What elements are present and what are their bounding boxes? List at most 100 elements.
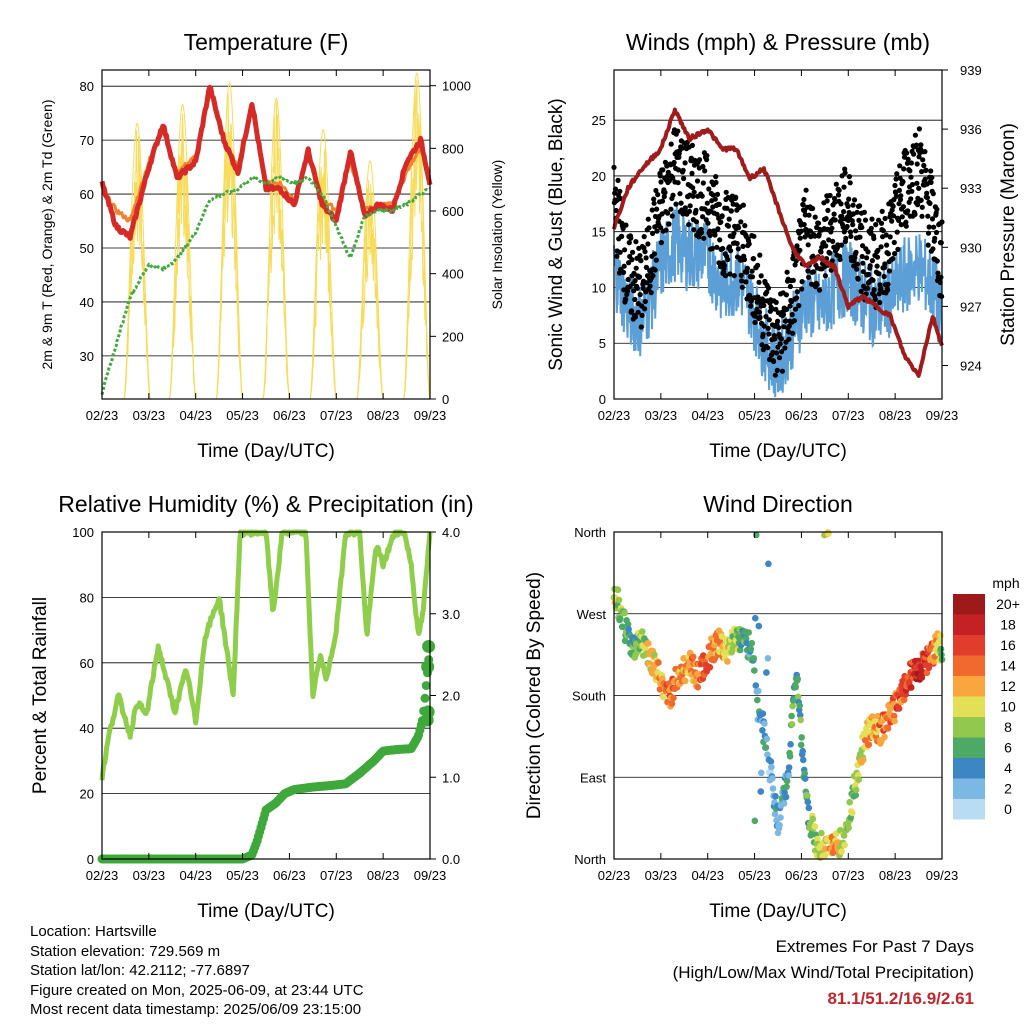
gust-point <box>930 246 936 252</box>
gust-point <box>761 302 767 309</box>
direction-point <box>937 632 944 639</box>
gust-point <box>799 279 805 285</box>
gust-point <box>649 207 655 213</box>
series-rh <box>99 529 433 781</box>
series-precip <box>97 639 436 864</box>
solar-peak-6 <box>403 79 431 400</box>
gust-point <box>929 174 935 181</box>
precip-point <box>420 713 434 727</box>
solar-peak-5 <box>356 201 384 400</box>
solar-peak-6 <box>403 71 431 400</box>
gust-point <box>825 207 831 213</box>
direction-point <box>621 609 628 617</box>
temperature-ytick-label: 50 <box>80 241 94 256</box>
gust-point <box>849 218 855 224</box>
series-wind <box>613 206 943 398</box>
gust-point <box>803 187 809 193</box>
direction-point <box>852 786 860 794</box>
direction-point <box>804 792 811 799</box>
gust-point <box>899 214 905 220</box>
precip-point <box>420 693 430 703</box>
gust-point <box>925 242 931 248</box>
gust-point <box>704 157 710 163</box>
gust-point <box>721 262 728 268</box>
gust-point <box>725 256 731 263</box>
direction-point <box>759 727 766 734</box>
gust-point <box>752 319 758 326</box>
gust-point <box>757 252 763 258</box>
direction-point <box>821 852 829 859</box>
gust-point <box>783 292 790 298</box>
humidity-ytick-label: 60 <box>80 656 94 671</box>
direction-point <box>907 684 915 691</box>
gust-point <box>922 176 928 182</box>
direction-ylabel: Direction (Colored By Speed) <box>524 572 545 819</box>
gust-point <box>710 192 716 198</box>
gust-point <box>938 240 944 246</box>
gust-point <box>689 170 695 176</box>
series-td <box>100 175 431 396</box>
gust-point <box>842 170 848 176</box>
winds-xtick-label: 02/23 <box>598 408 631 423</box>
humidity-xtick-label: 03/23 <box>133 868 166 883</box>
gust-point <box>862 217 869 223</box>
gust-point <box>759 342 765 348</box>
gust-point <box>690 185 696 191</box>
direction-point <box>694 683 702 691</box>
gust-point <box>633 239 639 245</box>
gust-point <box>832 199 838 205</box>
gust-point <box>626 260 632 266</box>
gust-point <box>613 207 619 214</box>
gust-point <box>920 157 926 163</box>
gust-point <box>914 180 920 186</box>
gust-point <box>882 215 888 222</box>
direction-point <box>801 770 808 777</box>
gust-point <box>632 314 639 320</box>
humidity-xtick-label: 08/23 <box>367 868 400 883</box>
direction-point <box>736 646 744 654</box>
direction-point <box>753 531 760 539</box>
temperature-xtick-label: 08/23 <box>367 408 400 423</box>
gust-point <box>807 228 814 234</box>
gust-point <box>760 331 766 337</box>
direction-point <box>891 717 898 725</box>
gust-point <box>827 250 833 256</box>
gust-point <box>884 242 890 248</box>
gust-point <box>675 128 681 134</box>
legend-label: 0 <box>1004 801 1012 817</box>
gust-point <box>860 260 866 266</box>
direction-point <box>762 744 770 751</box>
gust-point <box>766 331 772 337</box>
direction-xtick-label: 09/23 <box>926 868 959 883</box>
direction-point <box>838 848 845 855</box>
gust-point <box>620 269 627 275</box>
gust-point <box>900 204 907 210</box>
gust-point <box>623 222 629 228</box>
gust-point <box>854 209 860 215</box>
gust-point <box>765 345 771 351</box>
gust-point <box>934 206 940 212</box>
temperature-xlabel: Time (Day/UTC) <box>197 441 335 462</box>
humidity-chart: 0 20 40 60 80 100 0.0 1.0 2.0 3.0 4.0 Percent & Tot… <box>30 491 474 922</box>
gust-point <box>704 153 710 159</box>
gust-point <box>792 262 798 268</box>
gust-point <box>675 180 681 186</box>
direction-point <box>748 639 756 647</box>
gust-point <box>925 213 931 219</box>
humidity-ytick-label: 0 <box>87 852 94 867</box>
gust-point <box>697 157 703 163</box>
gust-point <box>814 281 820 288</box>
gust-point <box>933 229 940 236</box>
gust-point <box>650 230 656 236</box>
solar-peak-2 <box>215 133 244 400</box>
gust-point <box>773 299 779 305</box>
gust-point <box>816 231 822 238</box>
extremes-title: Extremes For Past 7 Days <box>775 937 974 956</box>
gust-point <box>806 274 812 280</box>
direction-point <box>769 785 777 792</box>
temperature-xtick-label: 03/23 <box>133 408 166 423</box>
legend-swatch <box>953 614 985 635</box>
gust-point <box>619 233 625 239</box>
gust-point <box>867 263 873 269</box>
gust-point <box>761 323 767 329</box>
